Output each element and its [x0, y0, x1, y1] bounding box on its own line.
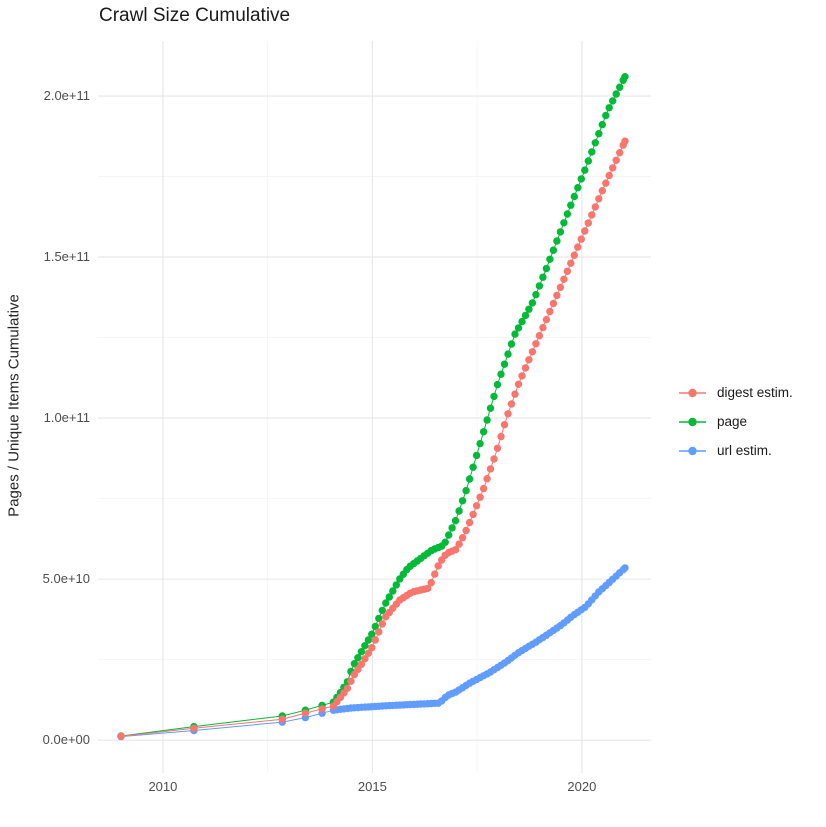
y-axis-title: Pages / Unique Items Cumulative — [5, 294, 23, 517]
y-tick-label: 0.0e+00 — [42, 732, 90, 748]
legend-item-url-estim: url estim. — [679, 442, 793, 459]
chart-title: Crawl Size Cumulative — [99, 5, 291, 26]
y-tick-label: 1.5e+11 — [43, 249, 90, 265]
legend-key-url-icon — [679, 446, 706, 455]
x-tick-label: 2015 — [357, 779, 387, 794]
plot-panel — [98, 41, 651, 773]
legend-label: page — [717, 414, 748, 429]
x-tick-label: 2010 — [148, 779, 178, 794]
y-tick-label: 5.0e+10 — [42, 571, 90, 587]
legend-item-page: page — [679, 413, 793, 430]
plot-canvas — [98, 41, 651, 773]
x-tick-label: 2020 — [567, 779, 597, 794]
y-tick-label: 2.0e+11 — [43, 88, 90, 104]
legend-label: digest estim. — [717, 385, 793, 400]
legend-key-page-icon — [679, 417, 706, 426]
legend-label: url estim. — [717, 443, 772, 458]
legend-key-digest-icon — [679, 388, 706, 397]
legend: digest estim. page url estim. — [679, 384, 793, 471]
legend-item-digest-estim: digest estim. — [679, 384, 793, 401]
y-tick-label: 1.0e+11 — [43, 410, 90, 426]
